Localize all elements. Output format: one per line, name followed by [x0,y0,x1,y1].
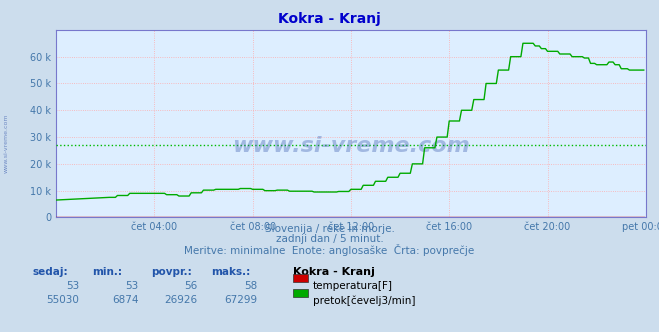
Text: temperatura[F]: temperatura[F] [313,281,393,290]
Text: sedaj:: sedaj: [33,267,69,277]
Text: Slovenija / reke in morje.: Slovenija / reke in morje. [264,224,395,234]
Text: 53: 53 [66,281,79,290]
Text: 26926: 26926 [165,295,198,305]
Text: www.si-vreme.com: www.si-vreme.com [4,113,9,173]
Text: Meritve: minimalne  Enote: anglosaške  Črta: povprečje: Meritve: minimalne Enote: anglosaške Črt… [185,244,474,256]
Text: 58: 58 [244,281,257,290]
Text: povpr.:: povpr.: [152,267,192,277]
Text: 53: 53 [125,281,138,290]
Text: www.si-vreme.com: www.si-vreme.com [232,136,470,156]
Text: 67299: 67299 [224,295,257,305]
Text: Kokra - Kranj: Kokra - Kranj [293,267,375,277]
Text: 6874: 6874 [112,295,138,305]
Text: zadnji dan / 5 minut.: zadnji dan / 5 minut. [275,234,384,244]
Text: 55030: 55030 [46,295,79,305]
Text: Kokra - Kranj: Kokra - Kranj [278,12,381,26]
Text: 56: 56 [185,281,198,290]
Text: min.:: min.: [92,267,123,277]
Text: maks.:: maks.: [211,267,250,277]
Text: pretok[čevelj3/min]: pretok[čevelj3/min] [313,295,416,306]
